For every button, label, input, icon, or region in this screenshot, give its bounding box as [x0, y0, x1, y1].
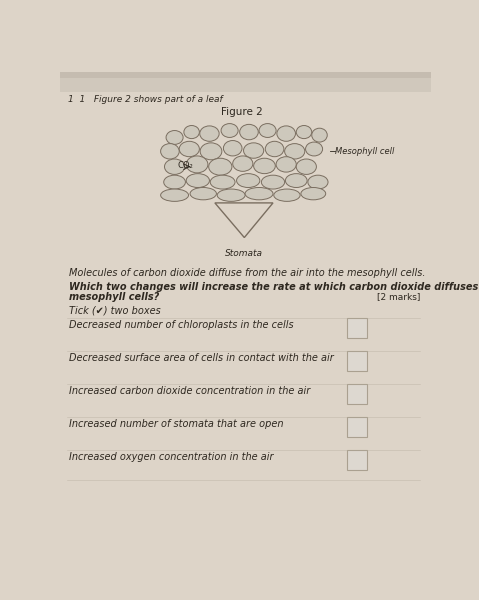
Text: Increased carbon dioxide concentration in the air: Increased carbon dioxide concentration i…	[69, 386, 310, 396]
Ellipse shape	[262, 175, 285, 189]
Text: Mesophyll cell: Mesophyll cell	[335, 147, 394, 156]
Ellipse shape	[160, 143, 179, 159]
Text: 1  1   Figure 2 shows part of a leaf: 1 1 Figure 2 shows part of a leaf	[68, 95, 222, 104]
Ellipse shape	[179, 141, 199, 157]
Text: Which two changes will increase the rate at which carbon dioxide diffuses into t: Which two changes will increase the rate…	[69, 282, 479, 292]
Ellipse shape	[209, 158, 232, 175]
Ellipse shape	[237, 173, 260, 187]
Ellipse shape	[184, 125, 199, 139]
Ellipse shape	[164, 159, 184, 175]
Ellipse shape	[245, 187, 273, 200]
Ellipse shape	[301, 187, 326, 200]
Text: Decreased number of chloroplasts in the cells: Decreased number of chloroplasts in the …	[69, 320, 294, 329]
Text: Tick (✔) two boxes: Tick (✔) two boxes	[69, 305, 161, 316]
Ellipse shape	[308, 175, 328, 189]
Ellipse shape	[160, 189, 189, 202]
Ellipse shape	[306, 142, 322, 156]
Ellipse shape	[223, 140, 242, 156]
FancyBboxPatch shape	[347, 351, 367, 371]
Ellipse shape	[277, 126, 296, 141]
Text: Stomata: Stomata	[225, 249, 263, 258]
FancyBboxPatch shape	[60, 78, 431, 92]
Ellipse shape	[285, 143, 305, 159]
Text: mesophyll cells?: mesophyll cells?	[69, 292, 160, 302]
Ellipse shape	[274, 189, 300, 202]
Ellipse shape	[253, 158, 275, 173]
Ellipse shape	[164, 175, 185, 189]
FancyBboxPatch shape	[347, 384, 367, 404]
FancyBboxPatch shape	[60, 72, 431, 78]
Ellipse shape	[240, 124, 258, 140]
Ellipse shape	[186, 156, 208, 173]
Text: Increased oxygen concentration in the air: Increased oxygen concentration in the ai…	[69, 452, 274, 462]
Ellipse shape	[200, 126, 219, 141]
Ellipse shape	[265, 141, 284, 157]
Ellipse shape	[200, 143, 222, 160]
Ellipse shape	[210, 175, 235, 189]
Ellipse shape	[285, 173, 307, 187]
Ellipse shape	[190, 187, 217, 200]
Ellipse shape	[276, 157, 296, 172]
FancyBboxPatch shape	[347, 317, 367, 338]
Text: Increased number of stomata that are open: Increased number of stomata that are ope…	[69, 419, 284, 429]
Ellipse shape	[217, 189, 245, 202]
Text: CO₂: CO₂	[178, 161, 194, 170]
Ellipse shape	[186, 173, 209, 187]
Ellipse shape	[312, 128, 327, 142]
Text: Molecules of carbon dioxide diffuse from the air into the mesophyll cells.: Molecules of carbon dioxide diffuse from…	[69, 268, 426, 278]
Ellipse shape	[296, 159, 317, 175]
Text: Figure 2: Figure 2	[221, 107, 263, 117]
Ellipse shape	[296, 125, 312, 139]
Ellipse shape	[233, 156, 253, 172]
FancyBboxPatch shape	[347, 450, 367, 470]
Text: Decreased surface area of cells in contact with the air: Decreased surface area of cells in conta…	[69, 353, 334, 362]
Ellipse shape	[259, 124, 276, 137]
FancyBboxPatch shape	[347, 417, 367, 437]
Ellipse shape	[166, 131, 183, 145]
Ellipse shape	[243, 143, 264, 158]
Ellipse shape	[221, 124, 238, 137]
Text: [2 marks]: [2 marks]	[377, 292, 420, 301]
